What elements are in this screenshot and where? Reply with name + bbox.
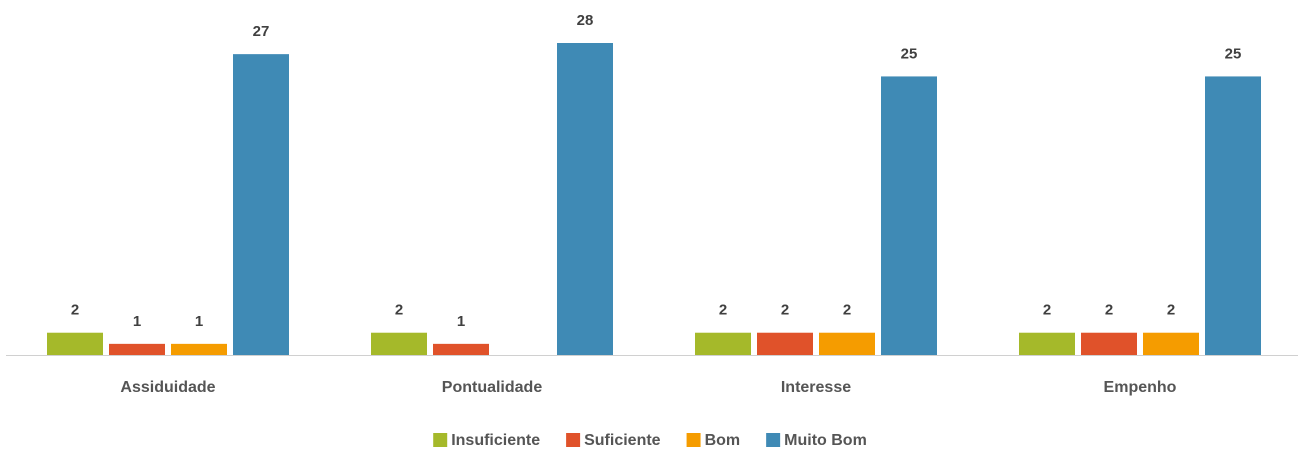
legend-label: Bom — [705, 432, 741, 449]
value-label: 2 — [395, 302, 403, 319]
bar — [881, 76, 937, 355]
legend-swatch — [766, 433, 781, 447]
value-label: 25 — [901, 45, 918, 62]
bar — [1205, 76, 1261, 355]
value-label: 2 — [781, 302, 789, 319]
bar — [109, 343, 165, 355]
legend-label: Muito Bom — [784, 432, 867, 449]
value-label: 25 — [1225, 45, 1242, 62]
bar — [233, 54, 289, 356]
bar — [47, 332, 103, 355]
bar — [819, 332, 875, 355]
legend-label: Suficiente — [584, 432, 661, 449]
value-label: 1 — [133, 313, 141, 330]
value-label: 27 — [253, 23, 270, 40]
bar — [1143, 332, 1199, 355]
value-label: 1 — [195, 313, 203, 330]
bar — [171, 343, 227, 355]
value-label: 2 — [1043, 302, 1051, 319]
bar — [557, 43, 613, 355]
value-label: 2 — [843, 302, 851, 319]
legend-swatch — [566, 433, 581, 447]
bar — [371, 332, 427, 355]
legend-label: Insuficiente — [451, 432, 540, 449]
bar — [433, 343, 489, 355]
value-label: 2 — [1167, 302, 1175, 319]
value-label: 1 — [457, 313, 465, 330]
legend-swatch — [686, 433, 701, 447]
bar — [757, 332, 813, 355]
value-label: 28 — [577, 12, 594, 29]
bar — [695, 332, 751, 355]
bar — [1019, 332, 1075, 355]
x-tick-label: Empenho — [1104, 379, 1177, 396]
x-tick-label: Interesse — [781, 379, 851, 396]
x-tick-label: Pontualidade — [442, 379, 543, 396]
bar — [1081, 332, 1137, 355]
value-label: 2 — [719, 302, 727, 319]
x-tick-label: Assiduidade — [120, 379, 215, 396]
legend-swatch — [433, 433, 448, 447]
value-label: 2 — [71, 302, 79, 319]
value-label: 2 — [1105, 302, 1113, 319]
